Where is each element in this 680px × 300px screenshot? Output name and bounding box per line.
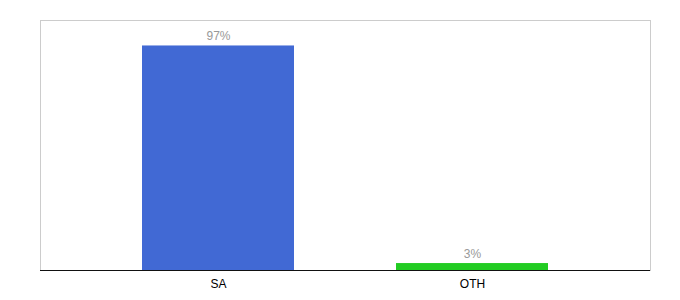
svg-text:SA: SA [210, 277, 226, 291]
svg-text:3%: 3% [464, 247, 482, 261]
svg-text:OTH: OTH [460, 277, 485, 291]
svg-text:97%: 97% [206, 29, 230, 43]
